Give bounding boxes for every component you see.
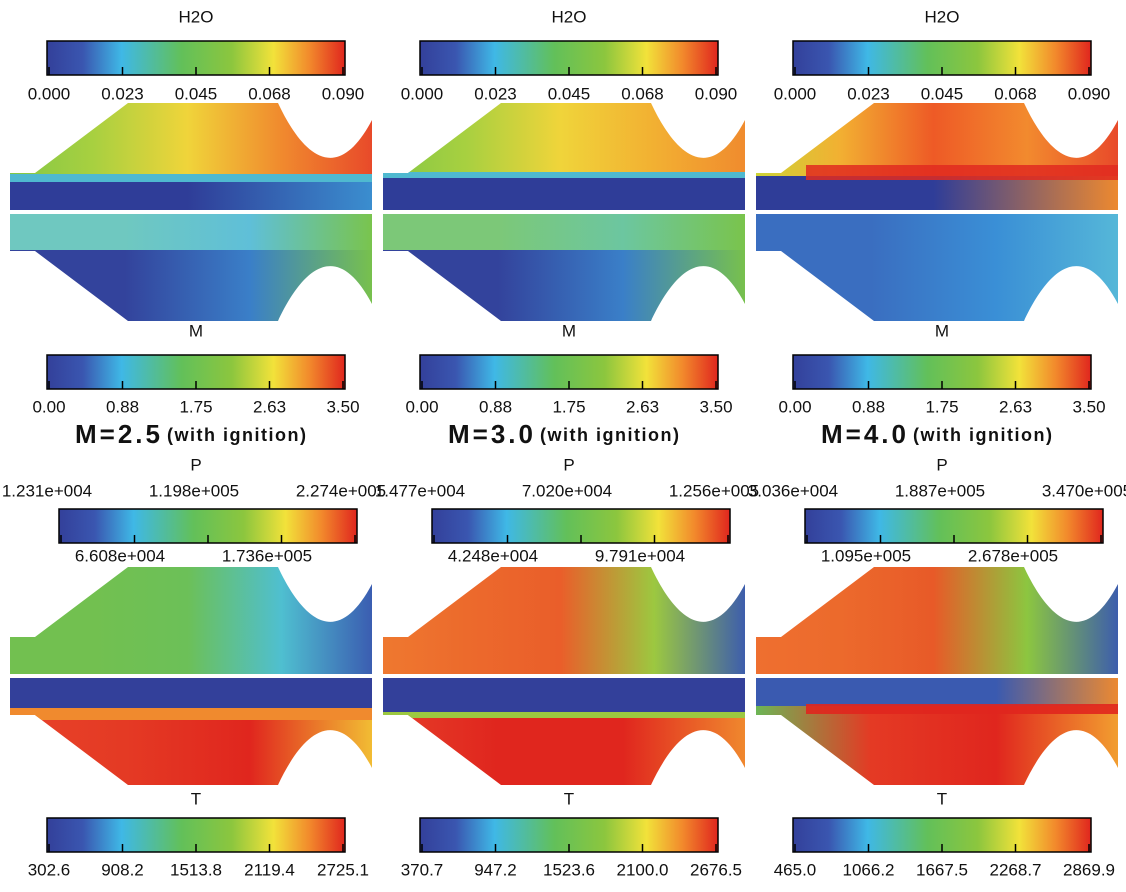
tick-label: 0.00	[778, 397, 811, 416]
tick-label: 1667.5	[916, 860, 968, 879]
colorbar-title: T	[564, 789, 574, 808]
tick-label: 0.045	[175, 84, 218, 103]
tick-label: 3.50	[699, 397, 732, 416]
contour-band	[10, 214, 372, 250]
colorbar-title: P	[936, 455, 947, 474]
contour-band	[756, 678, 1118, 706]
tick-label: 2869.9	[1063, 860, 1115, 879]
tick-label: 2100.0	[617, 860, 669, 879]
tick-label: 0.000	[401, 84, 444, 103]
tick-label: 0.045	[548, 84, 591, 103]
colorbar-title: P	[563, 455, 574, 474]
contour-field	[383, 103, 745, 210]
contour-band	[10, 180, 372, 210]
tick-label: 3.50	[326, 397, 359, 416]
tick-label: 2.63	[999, 397, 1032, 416]
tick-label: 370.7	[401, 860, 444, 879]
colorbar-title: M	[562, 321, 576, 340]
tick-label: 2.63	[253, 397, 286, 416]
tick-label: 1.477e+004	[375, 481, 465, 500]
tick-label: 0.068	[621, 84, 664, 103]
colorbar-title: H2O	[552, 7, 587, 26]
colorbar-title: P	[190, 455, 201, 474]
tick-label: 0.88	[479, 397, 512, 416]
caption-note: (with ignition)	[913, 425, 1053, 445]
contour-band	[10, 708, 372, 720]
contour-band	[10, 174, 372, 182]
contour-band	[383, 678, 745, 714]
tick-label: 1.887e+005	[895, 481, 985, 500]
tick-label: 7.020e+004	[522, 481, 612, 500]
tick-label: 302.6	[28, 860, 71, 879]
caption-note: (with ignition)	[540, 425, 680, 445]
tick-label: 3.50	[1072, 397, 1105, 416]
tick-label: 0.000	[28, 84, 71, 103]
tick-label: 1523.6	[543, 860, 595, 879]
tick-label: 908.2	[101, 860, 144, 879]
tick-label: 0.88	[106, 397, 139, 416]
contour-band	[806, 704, 1118, 714]
tick-label: 0.045	[921, 84, 964, 103]
tick-label: 6.608e+004	[75, 546, 165, 565]
tick-label: 0.023	[474, 84, 517, 103]
tick-label: 947.2	[474, 860, 517, 879]
caption-mach: M=4.0	[821, 419, 909, 449]
tick-label: 3.470e+005	[1042, 481, 1126, 500]
tick-label: 2676.5	[690, 860, 742, 879]
colorbar-title: M	[935, 321, 949, 340]
tick-label: 3.036e+004	[748, 481, 838, 500]
tick-label: 9.791e+004	[595, 546, 685, 565]
colorbar-title: M	[189, 321, 203, 340]
tick-label: 1.095e+005	[821, 546, 911, 565]
tick-label: 0.068	[248, 84, 291, 103]
tick-label: 1.75	[925, 397, 958, 416]
caption: M=3.0 (with ignition)	[448, 419, 680, 449]
tick-label: 1.256e+005	[669, 481, 759, 500]
tick-label: 1.198e+005	[149, 481, 239, 500]
tick-label: 0.068	[994, 84, 1037, 103]
tick-label: 1.75	[552, 397, 585, 416]
tick-label: 2268.7	[990, 860, 1042, 879]
colorbar-title: H2O	[179, 7, 214, 26]
tick-label: 1.736e+005	[222, 546, 312, 565]
tick-label: 1.231e+004	[2, 481, 92, 500]
tick-label: 2119.4	[244, 860, 295, 879]
contour-band	[383, 214, 745, 250]
caption: M=2.5 (with ignition)	[75, 419, 307, 449]
tick-label: 0.00	[405, 397, 438, 416]
tick-label: 2725.1	[317, 860, 369, 879]
contour-band	[756, 176, 1118, 210]
contour-field	[10, 103, 372, 210]
tick-label: 0.023	[847, 84, 890, 103]
tick-label: 1.75	[179, 397, 212, 416]
contour-band	[383, 712, 745, 718]
contour-band	[806, 165, 1118, 180]
tick-label: 0.090	[1068, 84, 1111, 103]
colorbar-title: T	[937, 789, 947, 808]
tick-label: 0.090	[695, 84, 738, 103]
tick-label: 2.678e+005	[968, 546, 1058, 565]
colorbar-title: H2O	[925, 7, 960, 26]
contour-band	[383, 172, 745, 178]
tick-label: 1513.8	[170, 860, 222, 879]
caption-mach: M=3.0	[448, 419, 536, 449]
caption-mach: M=2.5	[75, 419, 163, 449]
tick-label: 0.090	[322, 84, 365, 103]
tick-label: 0.88	[852, 397, 885, 416]
tick-label: 0.023	[101, 84, 144, 103]
tick-label: 4.248e+004	[448, 546, 538, 565]
tick-label: 0.00	[32, 397, 65, 416]
colorbar-title: T	[191, 789, 201, 808]
caption-note: (with ignition)	[167, 425, 307, 445]
caption: M=4.0 (with ignition)	[821, 419, 1053, 449]
tick-label: 2.63	[626, 397, 659, 416]
tick-label: 1066.2	[843, 860, 895, 879]
tick-label: 465.0	[774, 860, 817, 879]
tick-label: 0.000	[774, 84, 817, 103]
tick-label: 2.274e+005	[296, 481, 386, 500]
contour-band	[10, 678, 372, 712]
contour-band	[383, 176, 745, 210]
